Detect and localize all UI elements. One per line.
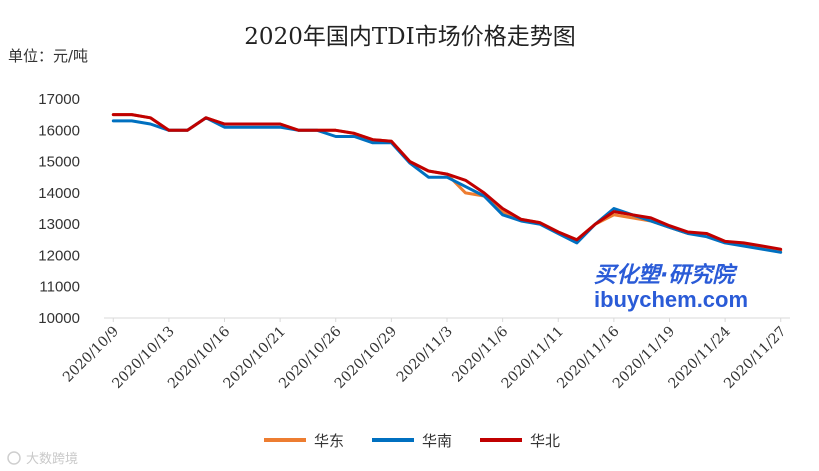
legend-label-1: 华南 xyxy=(422,432,452,450)
watermark-cn: 买化塑·研究院 xyxy=(594,262,738,288)
y-tick-label: 17000 xyxy=(38,91,80,108)
legend: 华东 华南 华北 xyxy=(264,432,560,450)
legend-label-0: 华东 xyxy=(314,432,344,450)
chart-title: 2020年国内TDI市场价格走势图 xyxy=(244,24,575,50)
watermark: 买化塑·研究院 ibuychem.com xyxy=(594,262,748,312)
x-axis: 2020/10/92020/10/132020/10/162020/10/212… xyxy=(60,318,790,392)
x-tick-label: 2020/11/3 xyxy=(394,324,456,386)
source-mark: 大数跨境 xyxy=(7,451,78,467)
source-mark-text: 大数跨境 xyxy=(26,452,78,467)
series-line-2 xyxy=(111,113,783,251)
series-line-1 xyxy=(111,116,783,254)
series-lines xyxy=(111,113,783,254)
y-tick-label: 15000 xyxy=(38,154,80,171)
y-tick-label: 16000 xyxy=(38,122,80,139)
y-axis: 10000 11000 12000 13000 14000 15000 16000 17000 xyxy=(38,91,80,327)
source-logo-icon xyxy=(7,451,21,465)
y-tick-label: 10000 xyxy=(38,310,80,327)
legend-label-2: 华北 xyxy=(530,432,560,450)
watermark-en: ibuychem.com xyxy=(594,287,748,312)
y-tick-label: 12000 xyxy=(38,247,80,264)
unit-label: 单位：元/吨 xyxy=(8,47,88,65)
y-tick-label: 13000 xyxy=(38,216,80,233)
y-tick-label: 11000 xyxy=(39,279,80,296)
y-tick-label: 14000 xyxy=(38,185,80,202)
